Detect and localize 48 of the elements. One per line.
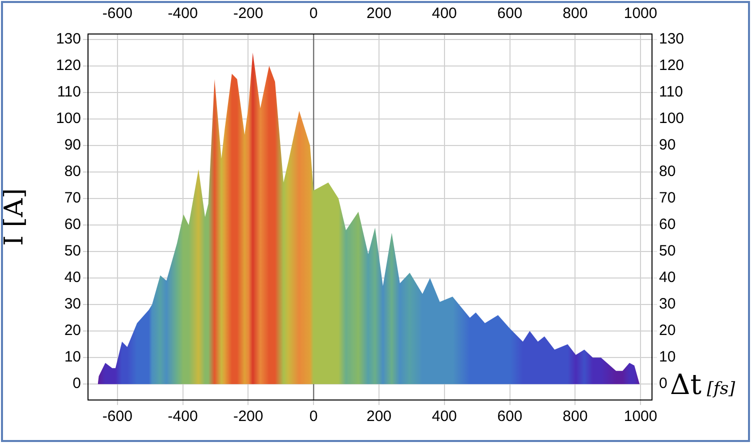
y-tick-label: 130 [56,30,81,48]
x-axis-title: Δt [fs] [670,368,736,401]
y2-tick-label: 40 [659,269,676,286]
y2-tick-label: 120 [659,56,684,74]
x-tick-label: 600 [497,408,522,426]
y-tick-label: 30 [64,296,81,313]
y2-tick-label: 90 [659,136,676,154]
y-tick-label: 100 [56,110,81,128]
x-tick-label: 1000 [624,408,658,426]
x2-tick-label: 200 [366,5,392,22]
y2-tick-label: 110 [659,83,683,100]
y-axis-title: I [A] [0,188,30,246]
y-tick-label: 120 [56,56,81,74]
x-tick-label: 400 [432,408,457,426]
y-tick-label: 80 [64,163,81,180]
y2-tick-label: 100 [659,110,684,128]
y-tick-label: 20 [64,322,81,340]
x-tick-label: -200 [233,408,264,426]
y-tick-label: 70 [64,190,81,207]
x2-tick-label: 800 [562,5,588,22]
y2-tick-label: 10 [659,348,676,366]
x2-tick-label: 0 [309,5,318,22]
y2-tick-label: 0 [659,375,668,392]
x2-tick-label: -200 [233,5,264,22]
y-tick-label: 50 [64,242,81,260]
x2-tick-label: -600 [102,5,132,22]
y-tick-label: 60 [64,216,81,234]
y-tick-label: 0 [72,375,81,392]
x-tick-label: 0 [309,408,318,426]
y2-tick-label: 30 [659,296,676,313]
y-tick-label: 10 [64,348,81,366]
y2-tick-label: 20 [659,322,676,340]
x2-tick-label: 400 [432,5,457,22]
x-tick-label: -600 [102,408,132,426]
x2-tick-label: -400 [168,5,198,22]
x-tick-label: 200 [366,408,392,426]
y2-tick-label: 80 [659,163,676,180]
x2-tick-label: 1000 [624,5,658,22]
x-tick-label: 800 [562,408,588,426]
y-tick-label: 40 [64,269,81,286]
y2-tick-label: 130 [659,30,684,48]
y-tick-label: 110 [57,83,81,100]
y2-tick-label: 50 [659,242,676,260]
y2-tick-label: 60 [659,216,676,234]
x-tick-label: -400 [168,408,198,426]
y2-tick-label: 70 [659,190,676,207]
y-tick-label: 90 [64,136,81,154]
x2-tick-label: 600 [497,5,522,22]
